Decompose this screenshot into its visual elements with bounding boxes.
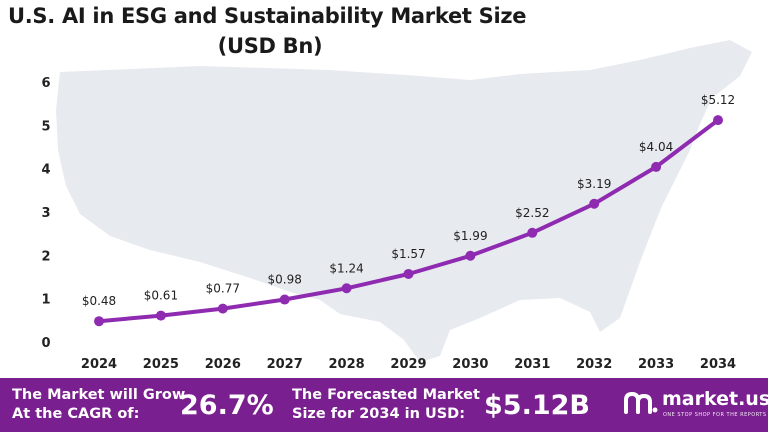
data-label: $0.98: [268, 273, 302, 287]
data-point: [527, 227, 538, 238]
line-chart: 0 1 2 3 4 5 6 2024 2025 2026 2027 2028 2029 2030 2031…: [41, 40, 752, 372]
forecast-value: $5.12B: [484, 390, 590, 421]
cagr-value: 26.7%: [180, 390, 274, 421]
data-label: $0.48: [82, 294, 116, 308]
cagr-caption-line2: At the CAGR of:: [12, 406, 140, 422]
market-us-logo-icon: [624, 391, 658, 414]
x-tick-label: 2030: [452, 357, 488, 372]
x-tick-label: 2025: [143, 357, 179, 372]
data-point: [341, 283, 352, 294]
data-label: $1.99: [453, 229, 487, 243]
data-label: $2.52: [515, 206, 549, 220]
data-label: $3.19: [577, 177, 611, 191]
y-tick-label: 0: [41, 336, 50, 351]
x-axis-ticks: 2024 2025 2026 2027 2028 2029 2030 2031 2032 2033…: [81, 357, 736, 372]
us-map-silhouette: [56, 40, 752, 362]
brand-tagline: ONE STOP SHOP FOR THE REPORTS: [663, 412, 767, 418]
x-tick-label: 2026: [205, 357, 241, 372]
data-label: $0.61: [144, 289, 178, 303]
data-label: $1.24: [329, 261, 363, 275]
data-label: $4.04: [639, 140, 673, 154]
x-tick-label: 2028: [329, 357, 365, 372]
footer-banner: The Market will Grow At the CAGR of: 26.…: [0, 378, 768, 432]
data-point: [403, 268, 414, 279]
data-point: [155, 310, 166, 321]
data-points: [94, 115, 723, 327]
cagr-caption-line1: The Market will Grow: [12, 387, 186, 403]
data-point: [465, 250, 476, 261]
data-label: $5.12: [701, 93, 735, 107]
x-tick-label: 2034: [700, 357, 736, 372]
data-label: $0.77: [206, 282, 240, 296]
data-label: $1.57: [391, 247, 425, 261]
forecast-caption: The Forecasted Market Size for 2034 in U…: [292, 386, 480, 424]
data-point: [217, 303, 228, 314]
data-point: [94, 316, 104, 327]
x-tick-label: 2024: [81, 357, 117, 372]
data-labels: $0.48 $0.61 $0.77 $0.98 $1.24 $1.57 $1.99 $2.52…: [82, 93, 735, 308]
chart-title-line2: (USD Bn): [217, 34, 323, 58]
x-tick-label: 2029: [390, 357, 426, 372]
x-tick-label: 2032: [576, 357, 612, 372]
x-tick-label: 2033: [638, 357, 674, 372]
data-point: [589, 198, 600, 209]
data-point: [279, 294, 290, 305]
cagr-caption: The Market will Grow At the CAGR of:: [12, 386, 185, 424]
y-tick-label: 5: [41, 119, 50, 134]
brand-name: market.us: [662, 388, 768, 410]
chart-title-line1: U.S. AI in ESG and Sustainability Market…: [8, 4, 527, 28]
x-tick-label: 2027: [267, 357, 303, 372]
x-tick-label: 2031: [514, 357, 550, 372]
y-tick-label: 6: [41, 76, 50, 91]
y-tick-label: 2: [41, 249, 50, 264]
y-axis-ticks: 0 1 2 3 4 5 6: [41, 76, 50, 351]
forecast-caption-line2: Size for 2034 in USD:: [292, 406, 466, 422]
forecast-caption-line1: The Forecasted Market: [292, 387, 480, 403]
data-point: [713, 115, 723, 126]
data-point: [651, 161, 662, 172]
y-tick-label: 4: [41, 163, 50, 178]
y-tick-label: 3: [41, 206, 50, 221]
y-tick-label: 1: [41, 293, 50, 308]
